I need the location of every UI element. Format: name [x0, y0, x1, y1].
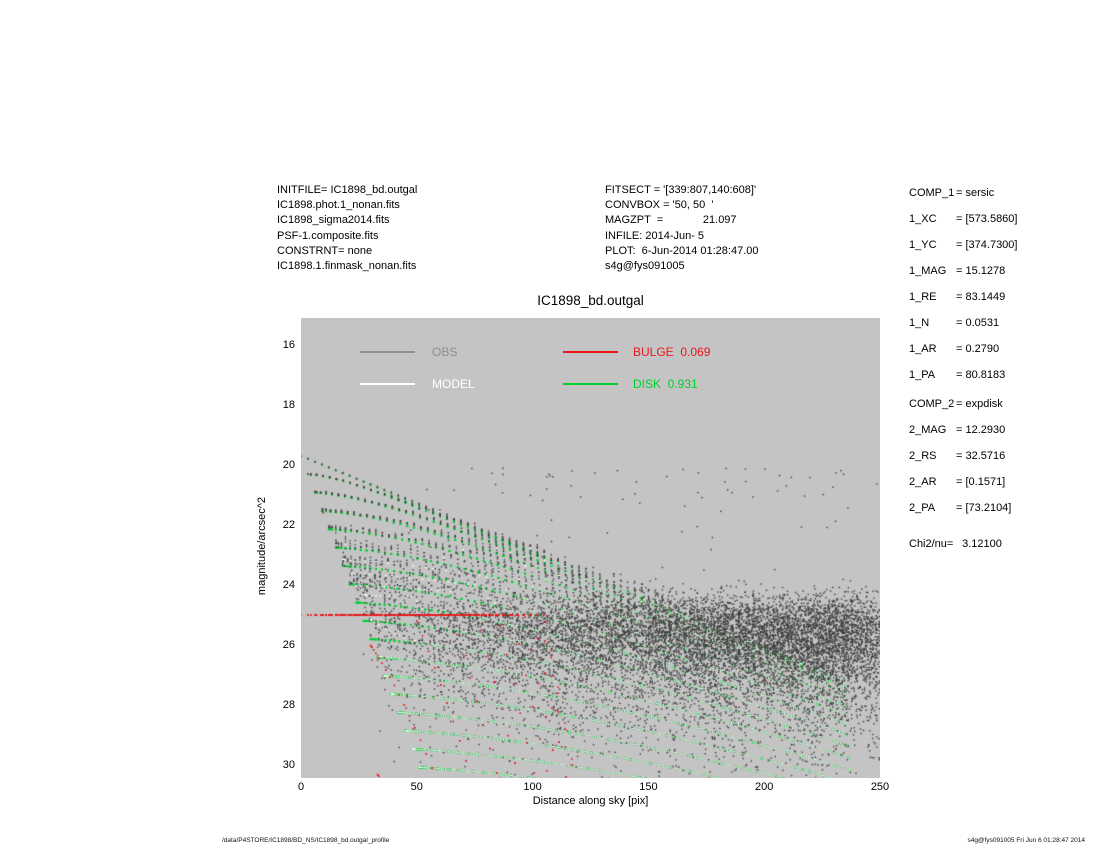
param-value: 3.12100: [956, 538, 1002, 550]
legend-label: MODEL: [432, 377, 475, 391]
plot-title: IC1898_bd.outgal: [537, 293, 644, 308]
header-line: IC1898.1.finmask_nonan.fits: [277, 260, 417, 273]
param-value: = 15.1278: [956, 265, 1006, 277]
param-row: 1_AR = 0.2790: [909, 343, 1017, 369]
y-tick-label: 30: [282, 758, 295, 771]
param-value: = sersic: [956, 187, 995, 199]
header-line: MAGZPT = 21.097: [605, 214, 737, 227]
plot-area: OBS MODEL BULGE 0.069 DISK 0.931: [301, 318, 880, 778]
header-line: s4g@fys091005: [605, 260, 685, 273]
param-row: 1_MAG = 15.1278: [909, 265, 1017, 291]
header-mid-fit-block: FITSECT = '[339:807,140:608]' CONVBOX = '…: [605, 183, 759, 274]
legend-label: OBS: [432, 345, 458, 359]
param-label: 2_AR: [909, 476, 937, 488]
param-label: 1_XC: [909, 213, 937, 225]
header-line: PLOT: 6-Jun-2014 01:28:47.00: [605, 244, 759, 257]
footer-output-path: /data/P4STORE/IC1898/BD_NS/IC1898_bd.out…: [222, 837, 390, 844]
legend-swatch-bulge: [563, 351, 618, 353]
param-value: = 83.1449: [956, 291, 1006, 303]
param-value: = expdisk: [956, 398, 1003, 410]
param-row: 1_N = 0.0531: [909, 317, 1017, 343]
y-tick-label: 18: [282, 398, 295, 411]
param-row: 2_AR = [0.1571]: [909, 476, 1017, 502]
x-tick-label: 250: [870, 781, 890, 793]
param-value: = 0.0531: [956, 317, 1000, 329]
param-value: = 12.2930: [956, 424, 1006, 436]
param-label: COMP_1: [909, 187, 955, 199]
header-right-params-block: COMP_1 = sersic 1_XC = [573.5860] 1_YC = [374…: [909, 187, 1017, 564]
param-row: COMP_1 = sersic: [909, 187, 1017, 213]
param-label: Chi2/nu=: [909, 538, 954, 550]
param-row: 1_XC = [573.5860]: [909, 213, 1017, 239]
header-line: IC1898_sigma2014.fits: [277, 214, 390, 227]
legend-label: DISK 0.931: [633, 377, 698, 391]
param-row: Chi2/nu= 3.12100: [909, 538, 1017, 564]
y-axis-label: magnitude/arcsec^2: [256, 496, 268, 596]
param-row: 2_RS = 32.5716: [909, 450, 1017, 476]
param-row: 2_MAG = 12.2930: [909, 424, 1017, 450]
param-row: 1_YC = [374.7300]: [909, 239, 1017, 265]
legend-swatch-model: [360, 383, 415, 385]
legend-swatch-obs: [360, 351, 415, 353]
param-label: 1_MAG: [909, 265, 947, 277]
header-line: INFILE: 2014-Jun- 5: [605, 229, 705, 242]
y-tick-label: 22: [282, 518, 295, 531]
y-tick-label: 28: [282, 698, 295, 711]
y-tick-label: 26: [282, 638, 295, 651]
footer-user-timestamp: s4g@fys091005 Fri Jun 6 01:28:47 2014: [967, 837, 1085, 844]
legend-label: BULGE 0.069: [633, 345, 711, 359]
param-value: = [573.5860]: [956, 213, 1018, 225]
param-label: 1_RE: [909, 291, 937, 303]
param-row: 1_PA = 80.8183: [909, 369, 1017, 395]
header-line: PSF-1.composite.fits: [277, 229, 379, 242]
scatter-canvas: [301, 318, 880, 778]
x-tick-label: 100: [523, 781, 542, 793]
legend-swatch-disk: [563, 383, 618, 385]
y-tick-label: 16: [282, 338, 295, 351]
header-line: CONVBOX = '50, 50 ': [605, 199, 714, 212]
param-label: 2_PA: [909, 502, 936, 514]
param-row: 2_PA = [73.2104]: [909, 502, 1017, 528]
x-axis-label: Distance along sky [pix]: [532, 795, 649, 807]
x-tick-label: 150: [639, 781, 658, 793]
param-label: 1_AR: [909, 343, 937, 355]
header-line: CONSTRNT= none: [277, 244, 373, 257]
header-line: IC1898.phot.1_nonan.fits: [277, 199, 400, 212]
param-value: = 32.5716: [956, 450, 1006, 462]
param-value: = [0.1571]: [956, 476, 1006, 488]
x-tick-label: 200: [755, 781, 774, 793]
param-label: 1_PA: [909, 369, 936, 381]
param-label: 1_YC: [909, 239, 937, 251]
param-value: = 80.8183: [956, 369, 1006, 381]
param-label: 1_N: [909, 317, 930, 329]
param-value: = [374.7300]: [956, 239, 1018, 251]
param-value: = [73.2104]: [956, 502, 1012, 514]
param-label: COMP_2: [909, 398, 955, 410]
x-tick-label: 0: [297, 781, 305, 793]
param-label: 2_MAG: [909, 424, 947, 436]
y-tick-label: 24: [282, 578, 295, 591]
header-line: INITFILE= IC1898_bd.outgal: [277, 184, 418, 196]
param-label: 2_RS: [909, 450, 937, 462]
param-value: = 0.2790: [956, 343, 1000, 355]
param-row: 1_RE = 83.1449: [909, 291, 1017, 317]
x-tick-label: 50: [410, 781, 423, 793]
header-line: FITSECT = '[339:807,140:608]': [605, 184, 757, 196]
param-row: COMP_2 = expdisk: [909, 398, 1017, 424]
header-left-file-block: INITFILE= IC1898_bd.outgal IC1898.phot.1_…: [277, 183, 417, 274]
y-tick-label: 20: [282, 458, 295, 471]
